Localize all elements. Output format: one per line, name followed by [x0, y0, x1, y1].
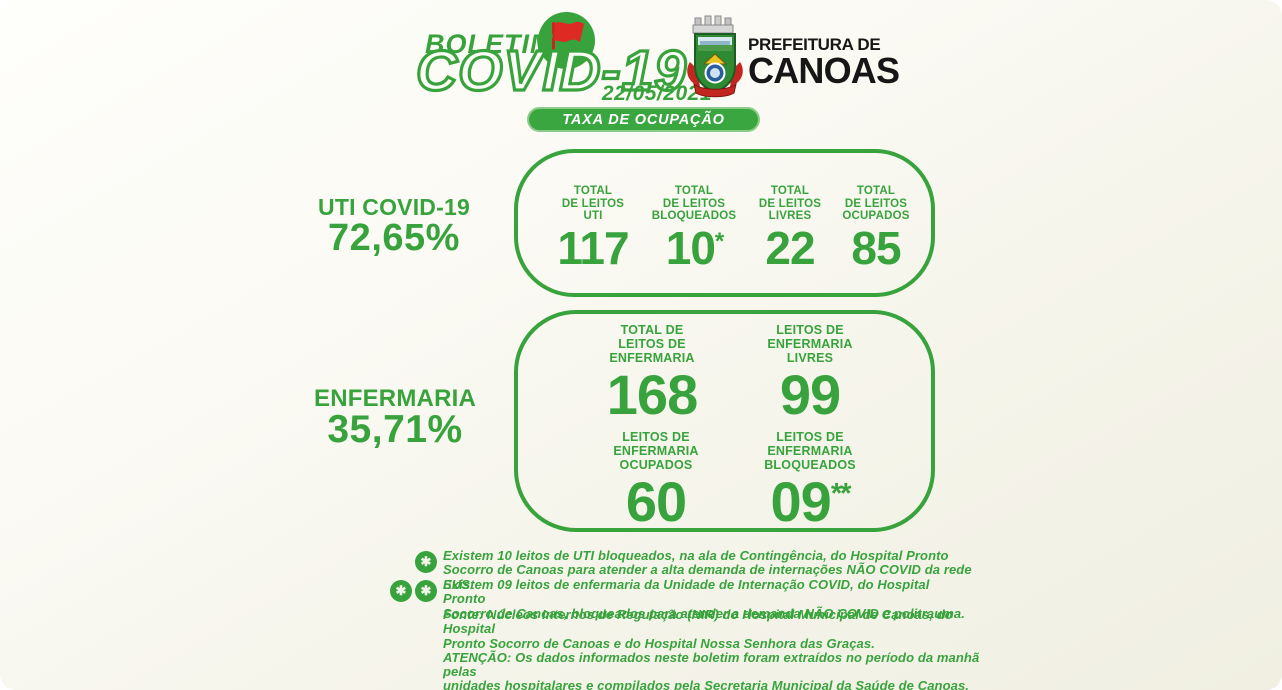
uti-stat-occupied: TOTAL DE LEITOS OCUPADOS 85	[842, 185, 909, 271]
enf-stat-occupied-value: 60	[625, 470, 687, 534]
uti-stat-total-value: 117	[557, 221, 629, 274]
enf-stat-blocked: LEITOS DE ENFERMARIA BLOQUEADOS 09**	[764, 430, 856, 534]
footnote-enfermaria: Existem 09 leitos de enfermaria da Unida…	[443, 577, 965, 621]
city-name-line1: PREFEITURA DE	[748, 35, 881, 54]
uti-stat-blocked-value: 10*	[665, 221, 725, 274]
red-flag-icon	[552, 21, 584, 58]
city-name-line2: CANOAS	[748, 49, 900, 91]
uti-stat-free-value: 22	[765, 221, 815, 274]
enf-stat-blocked-label: LEITOS DE ENFERMARIA BLOQUEADOS	[764, 430, 856, 472]
bulletin-logo: BOLETIM COVID-19 22/05/2021	[414, 10, 716, 105]
bulletin-title: BOLETIM	[425, 29, 554, 59]
source-note: Fonte: Núcleos Internos de Regulação (NI…	[443, 607, 980, 690]
enf-stat-free-label: LEITOS DE ENFERMARIA LIVRES	[767, 323, 853, 365]
enfermaria-section-title: ENFERMARIA	[314, 385, 476, 412]
asterisk-marker-icon: ✱	[415, 580, 437, 602]
footnote-uti: Existem 10 leitos de UTI bloqueados, na …	[443, 548, 972, 592]
asterisk-marker-icon: ✱	[390, 580, 412, 602]
uti-section-title: UTI COVID-19	[318, 194, 470, 220]
enf-stat-free: LEITOS DE ENFERMARIA LIVRES 99	[767, 323, 853, 427]
uti-occupancy-rate: 72,65%	[328, 217, 460, 259]
uti-stat-free: TOTAL DE LEITOS LIVRES 22	[759, 185, 821, 271]
enf-stat-total: TOTAL DE LEITOS DE ENFERMARIA 168	[606, 323, 698, 427]
uti-stat-occupied-label: TOTAL DE LEITOS OCUPADOS	[842, 185, 910, 223]
uti-stat-total-label: TOTAL DE LEITOS UTI	[561, 185, 625, 223]
uti-stat-blocked: TOTAL DE LEITOS BLOQUEADOS 10*	[652, 185, 736, 271]
enf-stat-total-value: 168	[606, 363, 698, 427]
bulletin-disease-title: COVID-19	[414, 37, 687, 104]
uti-rate-block: UTI COVID-19 72,65%	[303, 194, 485, 260]
enf-stat-occupied-label: LEITOS DE ENFERMARIA OCUPADOS	[613, 430, 699, 472]
uti-stat-free-label: TOTAL DE LEITOS LIVRES	[758, 185, 822, 223]
uti-stat-total: TOTAL DE LEITOS UTI 117	[557, 185, 629, 274]
uti-stat-blocked-label: TOTAL DE LEITOS BLOQUEADOS	[651, 185, 737, 223]
flag-circle-icon	[538, 12, 595, 69]
enf-stat-occupied: LEITOS DE ENFERMARIA OCUPADOS 60	[613, 430, 699, 534]
city-name: PREFEITURA DE CANOAS	[748, 35, 968, 91]
enfermaria-stats-box: TOTAL DE LEITOS DE ENFERMARIA 168 LEITOS…	[514, 310, 935, 532]
enf-stat-free-value: 99	[779, 363, 841, 427]
canoas-coat-of-arms-icon	[687, 15, 743, 98]
enfermaria-occupancy-rate: 35,71%	[327, 408, 463, 451]
enf-stat-total-label: TOTAL DE LEITOS DE ENFERMARIA	[609, 323, 695, 365]
uti-stats-box: TOTAL DE LEITOS UTI 117 TOTAL DE LEITOS …	[514, 149, 935, 297]
bulletin-date: 22/05/2021	[601, 82, 712, 105]
uti-stat-occupied-value: 85	[851, 221, 901, 274]
occupancy-badge: TAXA DE OCUPAÇÃO	[527, 107, 760, 132]
asterisk-marker-icon: ✱	[415, 551, 437, 573]
enf-stat-blocked-value: 09**	[770, 470, 852, 534]
enfermaria-rate-block: ENFERMARIA 35,71%	[300, 385, 490, 452]
